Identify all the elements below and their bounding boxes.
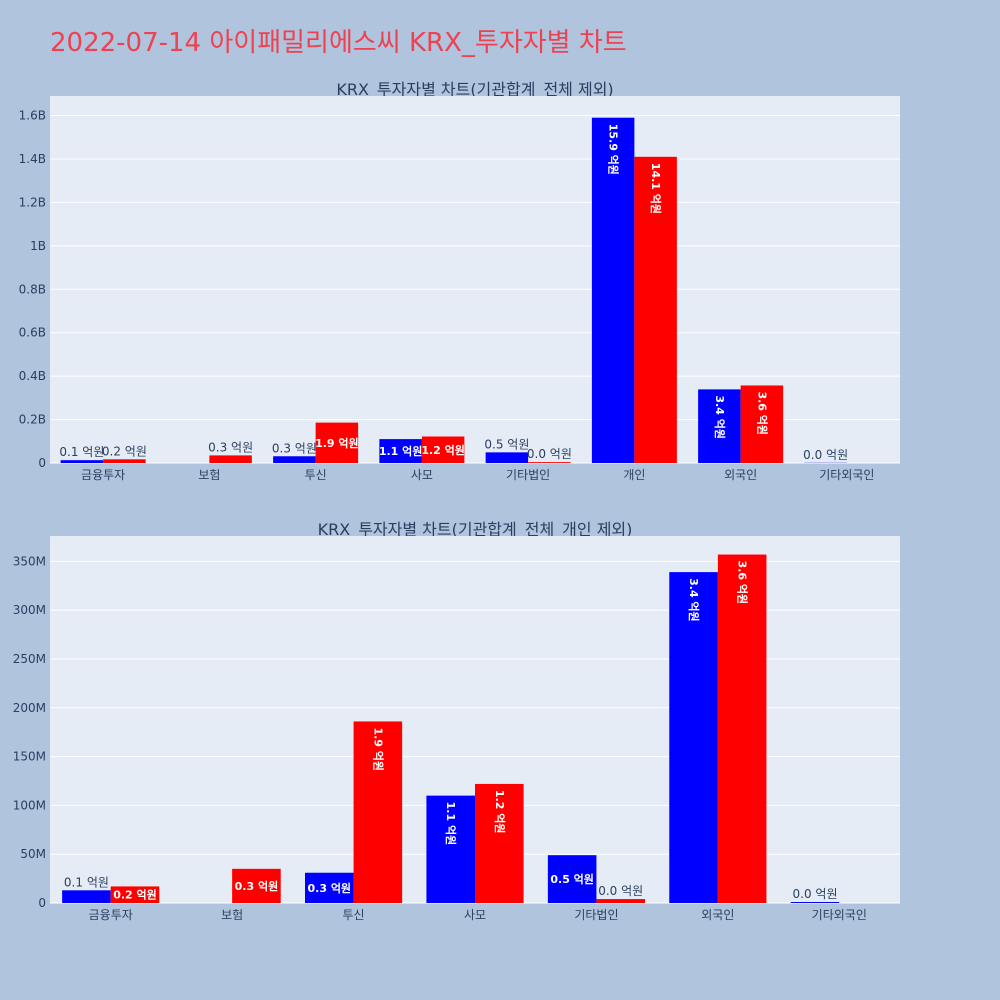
bar-b (209, 455, 252, 463)
y-tick-label: 50M (20, 847, 46, 861)
bar-a (790, 902, 840, 903)
y-tick-label: 0.8B (19, 282, 46, 296)
x-tick-label: 외국인 (701, 908, 734, 922)
bar-a (426, 795, 475, 903)
y-tick-label: 1.6B (19, 109, 46, 123)
data-label: 0.0 억원 (793, 887, 838, 901)
data-label: 0.0 억원 (803, 448, 848, 462)
data-label: 1.9 억원 (315, 436, 359, 450)
bar-b (740, 385, 784, 463)
bar-a (305, 872, 354, 903)
data-label: 0.5 억원 (550, 872, 594, 886)
y-tick-label: 300M (13, 603, 46, 617)
bar-b (475, 783, 524, 903)
data-label: 3.6 억원 (736, 561, 750, 605)
data-label: 0.2 억원 (113, 888, 157, 902)
data-label: 0.0 억원 (598, 884, 643, 898)
y-tick-label: 0.4B (19, 369, 46, 383)
bar-a (60, 460, 104, 463)
bar-a (591, 117, 635, 463)
y-tick-label: 0.2B (19, 413, 46, 427)
x-tick-label: 금융투자 (89, 908, 133, 922)
data-label: 1.2 억원 (493, 790, 507, 834)
bar-b (596, 899, 645, 903)
data-label: 0.5 억원 (484, 437, 529, 451)
bar-a (547, 855, 597, 903)
x-tick-label: 투신 (343, 908, 365, 922)
bar-a (273, 456, 316, 463)
bar-b (353, 721, 403, 903)
x-tick-label: 투신 (305, 468, 327, 482)
data-label: 0.3 억원 (235, 879, 279, 893)
y-tick-label: 1.4B (19, 152, 46, 166)
bar-b (421, 436, 465, 463)
x-tick-label: 금융투자 (81, 468, 125, 482)
data-label: 1.2 억원 (421, 443, 465, 457)
x-tick-label: 보험 (198, 468, 220, 482)
bar-b (315, 422, 359, 463)
x-tick-label: 사모 (464, 908, 486, 922)
y-tick-label: 250M (13, 652, 46, 666)
x-tick-label: 기타외국인 (819, 468, 874, 482)
data-label: 0.3 억원 (272, 441, 317, 455)
bar-a (669, 572, 718, 903)
y-tick-label: 100M (13, 798, 46, 812)
bar-b (634, 156, 677, 463)
data-label: 1.1 억원 (379, 444, 423, 458)
y-tick-label: 0.6B (19, 326, 46, 340)
y-tick-label: 1.2B (19, 195, 46, 209)
y-tick-label: 1B (30, 239, 46, 253)
bar-b (232, 868, 281, 903)
data-label: 0.0 억원 (527, 447, 572, 461)
x-tick-label: 기타법인 (574, 908, 618, 922)
data-label: 3.6 억원 (755, 391, 769, 435)
x-tick-label: 외국인 (724, 468, 757, 482)
y-tick-label: 0 (38, 896, 46, 910)
y-tick-label: 350M (13, 554, 46, 568)
y-tick-label: 0 (38, 456, 46, 470)
x-tick-label: 사모 (411, 468, 433, 482)
chart-top: KRX_투자자별 차트(기관합계_전체 제외) 0 0.2B 0.4B 0.6B 0.8B… (19, 80, 900, 482)
data-label: 0.2 억원 (102, 444, 147, 458)
x-tick-label: 기타법인 (506, 468, 550, 482)
bar-b (110, 886, 160, 903)
data-label: 14.1 억원 (649, 163, 663, 214)
data-label: 3.4 억원 (687, 578, 701, 622)
bar-a (379, 439, 422, 463)
chart-subtitle: KRX_투자자별 차트(기관합계_전체_개인 제외) (318, 520, 633, 540)
page-title: 2022-07-14 아이패밀리에스씨 KRX_투자자별 차트 (50, 28, 627, 58)
data-label: 0.1 억원 (64, 875, 109, 889)
data-label: 0.1 억원 (59, 445, 104, 459)
data-label: 3.4 억원 (713, 395, 727, 439)
bar-b (528, 462, 571, 463)
chart-bottom: KRX_투자자별 차트(기관합계_전체_개인 제외) 0 50M 100M 150M 20… (13, 520, 900, 922)
x-tick-label: 개인 (623, 468, 645, 482)
bar-b (103, 459, 146, 463)
chart-subtitle: KRX_투자자별 차트(기관합계_전체 제외) (336, 80, 613, 100)
data-label: 1.1 억원 (444, 802, 458, 846)
bar-a (62, 890, 111, 903)
y-tick-label: 200M (13, 701, 46, 715)
y-tick-label: 150M (13, 750, 46, 764)
data-label: 0.3 억원 (208, 440, 253, 454)
data-label: 0.3 억원 (308, 881, 352, 895)
x-tick-label: 기타외국인 (812, 908, 867, 922)
bar-b (717, 554, 767, 903)
data-label: 1.9 억원 (371, 727, 385, 771)
bar-a (698, 389, 741, 463)
data-label: 15.9 억원 (607, 124, 621, 175)
bar-a (485, 452, 529, 463)
x-tick-label: 보험 (221, 908, 243, 922)
